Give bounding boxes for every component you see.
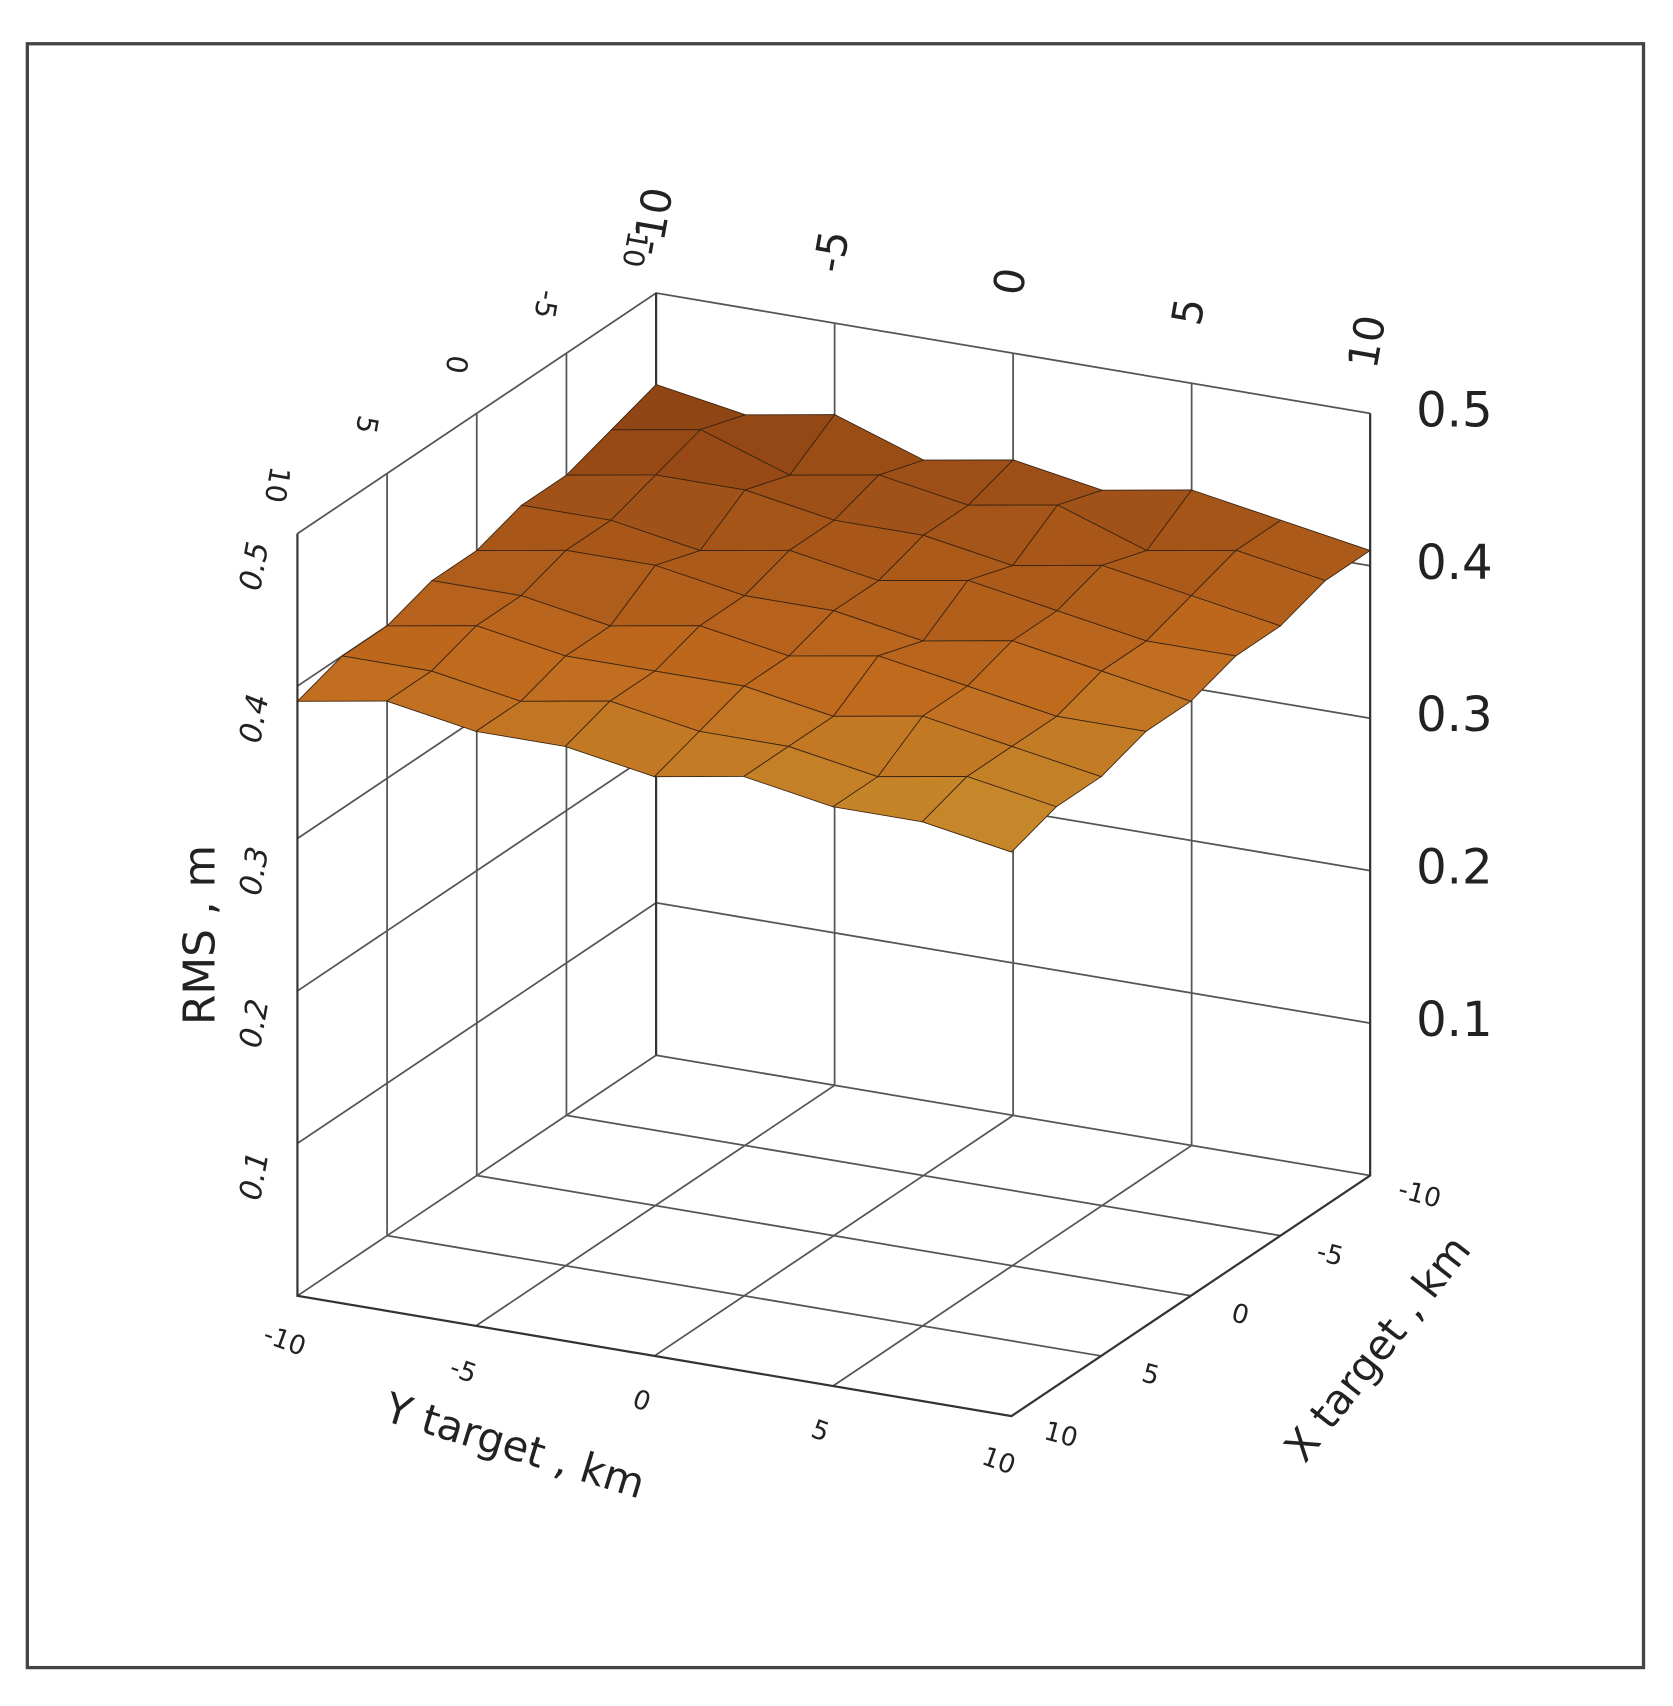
z-tick-label: 0.1: [1416, 992, 1493, 1048]
z-tick-label: 0.4: [1416, 535, 1493, 591]
x-tick-label: -5: [527, 287, 564, 321]
x-tick-label: 10: [258, 464, 297, 505]
z-tick-label: 0.1: [233, 1149, 276, 1203]
z-tick-label: 0.2: [1416, 840, 1493, 896]
y-tick-label: -10: [623, 184, 683, 259]
y-tick-label: -5: [803, 227, 858, 276]
x-tick-label: 5: [349, 413, 385, 437]
z-tick-label: 0.3: [233, 844, 276, 898]
z-tick-label: 0.4: [233, 692, 276, 746]
x-tick-label: -10: [615, 218, 656, 269]
x-tick-label: 0: [1228, 1298, 1252, 1331]
z-tick-label: 0.5: [1416, 382, 1493, 438]
x-tick-label: 5: [1139, 1358, 1163, 1391]
plot: RMS , m Y target , km X target , km -10-…: [25, 42, 1646, 1670]
axis-box: [296, 413, 1372, 1418]
z-axis-title: RMS , m: [174, 845, 225, 1025]
surface-cell: [921, 775, 1058, 853]
z-tick-label: 0.5: [233, 539, 276, 593]
z-tick-label: 0.3: [1416, 687, 1493, 743]
y-tick-label: 10: [1338, 311, 1395, 372]
x-tick-label: 0: [439, 353, 475, 377]
z-tick-label: 0.2: [233, 997, 276, 1051]
